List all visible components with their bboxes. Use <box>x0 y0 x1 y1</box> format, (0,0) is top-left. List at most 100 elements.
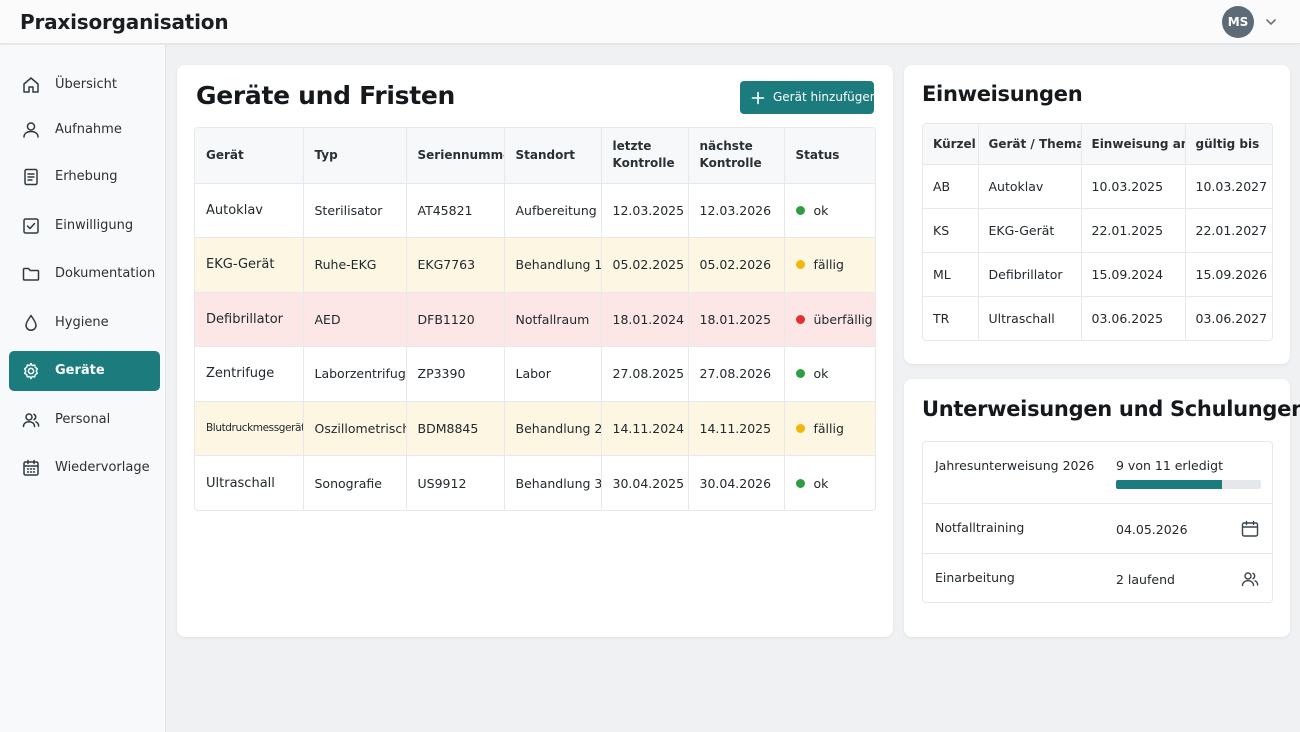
home-icon <box>21 75 41 95</box>
sidebar-item-personal[interactable]: Personal <box>9 400 160 440</box>
cell-bis: 10.03.2027 <box>1185 164 1272 209</box>
avatar[interactable]: MS <box>1222 6 1254 38</box>
cell-serie: BDM8845 <box>406 401 505 456</box>
status-badge: überfällig <box>813 311 873 327</box>
progress-bar <box>1116 480 1261 489</box>
cell-geraet: Zentrifuge <box>195 346 304 402</box>
list-item-label: Jahresunterweisung 2026 <box>935 458 1095 473</box>
folder-icon <box>21 264 41 284</box>
cell-naechste: 30.04.2026 <box>688 455 785 510</box>
column-header[interactable]: Gerät <box>195 128 304 184</box>
einweisungen-title: Einweisungen <box>922 82 1083 106</box>
column-header[interactable]: Standort <box>504 128 602 184</box>
drop-icon <box>21 313 41 333</box>
column-header[interactable]: Seriennummer <box>406 128 505 184</box>
cell-kuerzel: ML <box>923 252 979 297</box>
cell-naechste: 12.03.2026 <box>688 183 785 238</box>
page-title: Geräte und Fristen <box>196 81 456 110</box>
status-badge: ok <box>813 475 829 491</box>
table-row[interactable]: Autoklav Sterilisator AT45821 Aufbereitu… <box>195 183 875 238</box>
list-item-value: 04.05.2026 <box>1116 522 1188 537</box>
cell-bis: 03.06.2027 <box>1195 310 1268 326</box>
list-item-label: Notfalltraining <box>935 520 1025 535</box>
table-row[interactable]: Blutdruckmessgerät Oszillometrisch BDM88… <box>195 401 875 456</box>
cell-kuerzel: AB <box>923 164 979 209</box>
column-header[interactable]: Gerät / Thema <box>978 124 1082 165</box>
cell-bis: 15.09.2026 <box>1185 252 1272 297</box>
cell-typ: AED <box>303 292 407 347</box>
cell-status: überfällig <box>784 292 875 347</box>
status-dot-icon <box>795 478 805 488</box>
table-header: Gerät Typ Seriennummer Standort letzte K… <box>195 128 875 184</box>
sidebar-item-geraete[interactable]: Geräte <box>9 351 160 391</box>
cell-serie: ZP3390 <box>406 346 505 402</box>
add-device-button[interactable]: Gerät hinzufügen <box>740 81 877 114</box>
sidebar-item-label: Erhebung <box>55 169 118 184</box>
column-header[interactable]: Kürzel <box>923 124 979 165</box>
cell-thema: Defibrillator <box>978 252 1082 297</box>
geraete-card: Geräte und Fristen Gerät hinzufügen Gerä… <box>177 65 893 637</box>
cell-naechste: 05.02.2026 <box>688 237 785 293</box>
cell-kuerzel: KS <box>923 208 979 253</box>
table-row[interactable]: EKG-Gerät Ruhe-EKG EKG7763 Behandlung 1 … <box>195 237 875 293</box>
cell-letzte: 18.01.2024 <box>601 292 689 347</box>
list-item[interactable]: Notfalltraining 04.05.2026 <box>923 504 1272 554</box>
list-item[interactable]: Jahresunterweisung 2026 9 von 11 erledig… <box>923 442 1272 504</box>
column-header[interactable]: letzte Kontrolle <box>601 128 689 184</box>
users-icon[interactable] <box>1240 569 1260 589</box>
plus-icon <box>751 90 765 105</box>
sidebar-item-uebersicht[interactable]: Übersicht <box>9 65 160 105</box>
list-item[interactable]: Einarbeitung 2 laufend <box>923 554 1272 602</box>
list-item-label: Einarbeitung <box>935 570 1015 585</box>
cell-status: fällig <box>784 401 875 456</box>
progress-fill <box>1116 480 1222 489</box>
column-header[interactable]: Einweisung am <box>1081 124 1186 165</box>
table-row[interactable]: ML Defibrillator 15.09.2024 15.09.2026 <box>923 252 1272 297</box>
status-dot-icon <box>795 369 805 379</box>
sidebar-item-hygiene[interactable]: Hygiene <box>9 303 160 343</box>
cell-status: ok <box>784 346 875 402</box>
cell-am: 03.06.2025 <box>1081 296 1186 340</box>
cell-letzte: 05.02.2025 <box>601 237 689 293</box>
table-row[interactable]: TR Ultraschall 03.06.2025 03.06.2027 <box>923 296 1272 340</box>
cell-standort: Behandlung 1 <box>504 237 602 293</box>
chevron-down-icon[interactable] <box>1263 14 1279 30</box>
list-item-value: 2 laufend <box>1116 572 1175 587</box>
sidebar-item-wiedervorlage[interactable]: Wiedervorlage <box>9 448 160 488</box>
cell-serie: DFB1120 <box>406 292 505 347</box>
cell-standort: Labor <box>504 346 602 402</box>
sidebar-item-erhebung[interactable]: Erhebung <box>9 157 160 197</box>
sidebar-item-label: Übersicht <box>55 77 117 92</box>
sidebar-item-label: Aufnahme <box>55 122 122 137</box>
table-row[interactable]: AB Autoklav 10.03.2025 10.03.2027 <box>923 164 1272 209</box>
sidebar-item-label: Einwilligung <box>55 218 134 233</box>
unterweisungen-list: Jahresunterweisung 2026 9 von 11 erledig… <box>922 441 1273 603</box>
status-dot-icon <box>795 314 805 324</box>
calendar-icon[interactable] <box>1240 519 1260 539</box>
column-header[interactable]: gültig bis <box>1185 124 1272 165</box>
cell-serie: US9912 <box>406 455 505 510</box>
sidebar-item-dokumentation[interactable]: Dokumentation <box>9 254 160 294</box>
table-row[interactable]: Defibrillator AED DFB1120 Notfallraum 18… <box>195 292 875 347</box>
table-row[interactable]: Zentrifuge Laborzentrifuge ZP3390 Labor … <box>195 346 875 402</box>
cell-typ: Oszillometrisch <box>303 401 407 456</box>
table-row[interactable]: KS EKG-Gerät 22.01.2025 22.01.2027 <box>923 208 1272 253</box>
cell-typ: Ruhe-EKG <box>303 237 407 293</box>
cell-thema: Ultraschall <box>978 296 1082 340</box>
cell-standort: Behandlung 2 <box>504 401 602 456</box>
cell-thema: EKG-Gerät <box>978 208 1082 253</box>
sidebar-item-label: Dokumentation <box>55 266 156 281</box>
column-header[interactable]: Typ <box>303 128 407 184</box>
cell-typ: Sonografie <box>303 455 407 510</box>
column-header[interactable]: Status <box>784 128 875 184</box>
cell-typ: Laborzentrifuge <box>303 346 407 402</box>
column-header[interactable]: nächste Kontrolle <box>688 128 785 184</box>
sidebar-item-aufnahme[interactable]: Aufnahme <box>9 110 160 150</box>
cell-standort: Aufbereitung <box>504 183 602 238</box>
table-row[interactable]: Ultraschall Sonografie US9912 Behandlung… <box>195 455 875 510</box>
sidebar-item-label: Hygiene <box>55 315 109 330</box>
cell-am: 10.03.2025 <box>1081 164 1186 209</box>
sidebar-item-einwilligung[interactable]: Einwilligung <box>9 206 160 246</box>
cell-status: fällig <box>784 237 875 293</box>
cell-naechste: 14.11.2025 <box>688 401 785 456</box>
